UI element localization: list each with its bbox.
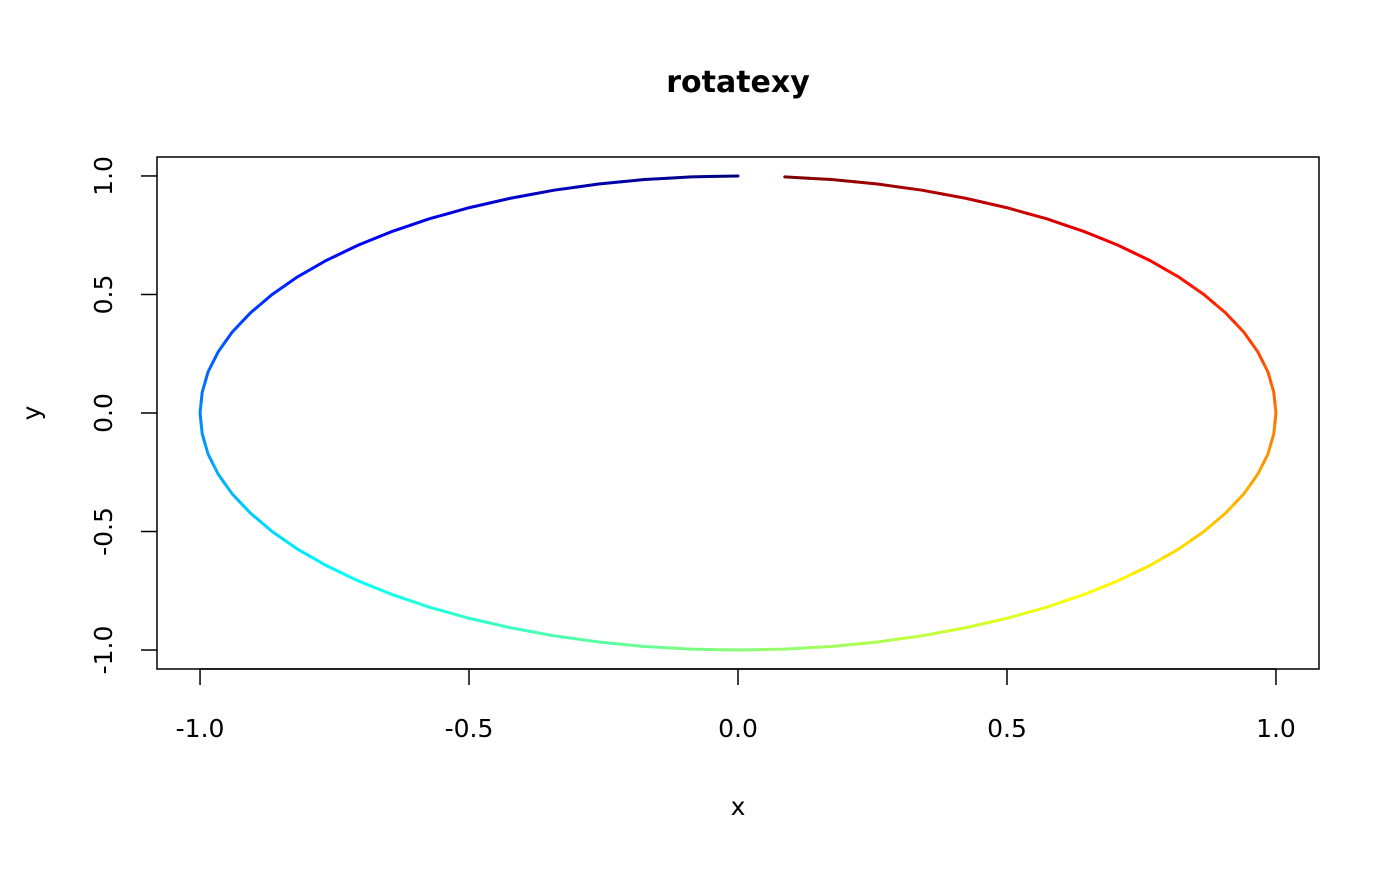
curve-point: [668, 648, 715, 650]
curve-point: [944, 194, 986, 203]
x-tick-label: -0.5: [445, 714, 494, 743]
curve-point: [1275, 403, 1276, 424]
curve-point: [854, 639, 899, 644]
y-axis-label: y: [17, 405, 46, 420]
curve-point: [1251, 464, 1263, 484]
curve-point: [225, 322, 241, 341]
curve-point: [213, 342, 225, 362]
curve-point: [1027, 601, 1065, 613]
curve-point: [411, 213, 449, 225]
curve-point: [225, 484, 241, 503]
curve-point: [285, 269, 312, 286]
curve-point: [1134, 557, 1164, 573]
curve-point: [1101, 238, 1134, 253]
y-tick-label: -1.0: [89, 626, 118, 675]
curve-point: [261, 522, 284, 540]
curve-point: [900, 632, 944, 639]
chart-title: rotatexy: [666, 65, 810, 100]
curve-point: [375, 225, 411, 238]
curve-point: [312, 253, 342, 269]
x-tick-label: 0.0: [718, 714, 758, 743]
curve-point: [1101, 573, 1134, 588]
curve-point: [411, 601, 449, 613]
x-tick-label: 0.5: [987, 714, 1027, 743]
curve-point: [449, 203, 490, 213]
curve-point: [241, 504, 261, 523]
curve-point: [375, 588, 411, 601]
curve-point: [532, 187, 576, 194]
curve-point: [1235, 484, 1251, 503]
curve-point: [312, 557, 342, 573]
curve-point: [1065, 588, 1101, 601]
curve-point: [622, 644, 668, 648]
curve-point: [854, 182, 899, 187]
curve-point: [900, 187, 944, 194]
curve-point: [576, 182, 621, 187]
curve-point: [532, 632, 576, 639]
curve-point: [449, 613, 490, 623]
curve-point: [205, 444, 213, 464]
curve-point: [200, 403, 201, 424]
curve-point: [201, 382, 205, 403]
curve-point: [205, 362, 213, 382]
curve-point: [490, 623, 532, 632]
curve-point: [1134, 253, 1164, 269]
y-tick-label: 1.0: [89, 156, 118, 196]
y-tick-label: 0.0: [89, 393, 118, 433]
curve-point: [490, 194, 532, 203]
curve-point: [342, 238, 375, 253]
x-tick-label: 1.0: [1256, 714, 1296, 743]
curve-point: [201, 423, 205, 444]
curve-point: [342, 573, 375, 588]
curve-point: [1271, 423, 1275, 444]
curve-point: [1235, 322, 1251, 341]
x-axis-label: x: [731, 792, 746, 821]
curve-point: [668, 176, 715, 178]
curve-point: [1191, 522, 1214, 540]
curve-point: [213, 464, 225, 484]
curve-point: [261, 286, 284, 304]
plot-frame: [157, 157, 1319, 669]
curve-point: [285, 540, 312, 557]
curve-point: [761, 648, 808, 650]
curve-point: [1191, 286, 1214, 304]
curve-point: [1251, 342, 1263, 362]
curve-point: [1164, 269, 1191, 286]
curve-point: [808, 644, 854, 648]
x-tick-label: -1.0: [176, 714, 225, 743]
curve-point: [576, 639, 621, 644]
curve-point: [986, 613, 1027, 623]
curve-point: [785, 177, 808, 178]
curve-point: [986, 203, 1027, 213]
curve-point: [1215, 304, 1235, 323]
curve-point: [241, 304, 261, 323]
curve-point: [1271, 382, 1275, 403]
y-tick-label: -0.5: [89, 507, 118, 556]
curve-point: [944, 623, 986, 632]
curve-point: [1065, 225, 1101, 238]
curve-point: [1263, 444, 1271, 464]
curve-point: [1263, 362, 1271, 382]
curve-point: [622, 178, 668, 182]
curve-point: [1164, 540, 1191, 557]
y-tick-label: 0.5: [89, 275, 118, 315]
curve-point: [1215, 504, 1235, 523]
curve-point: [1027, 213, 1065, 225]
curve-point: [808, 178, 854, 182]
